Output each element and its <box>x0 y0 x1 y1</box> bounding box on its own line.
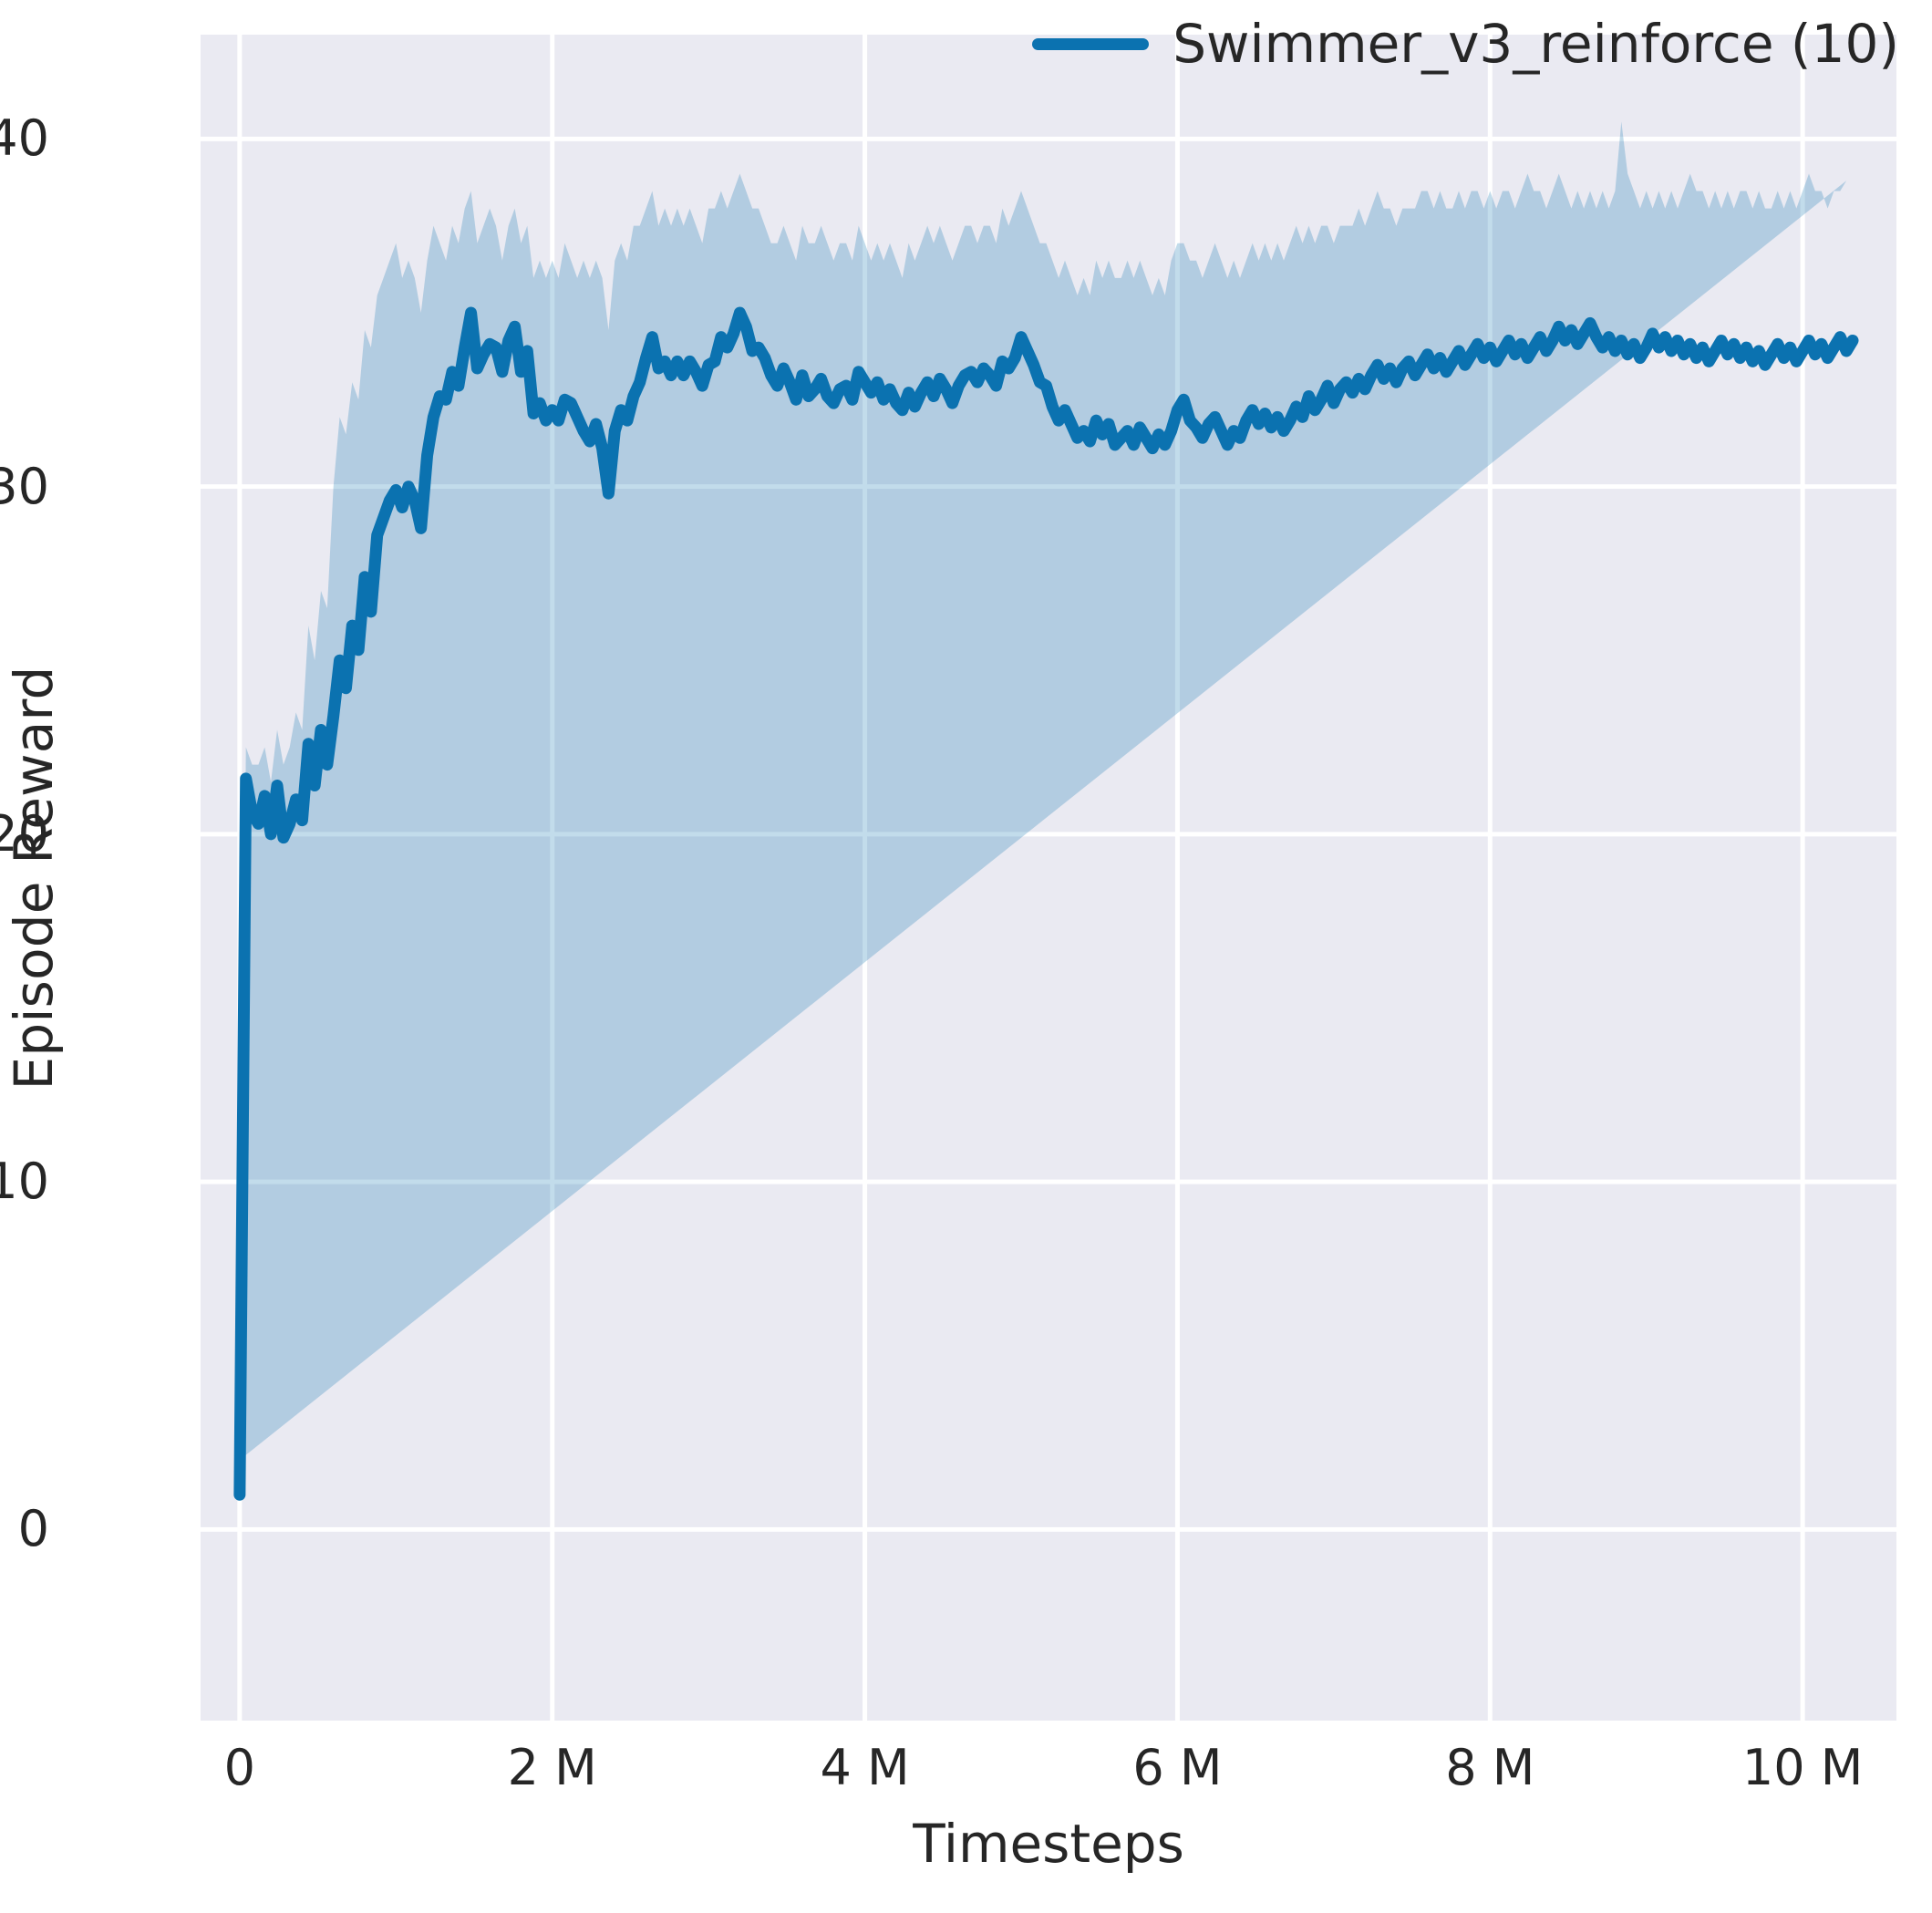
y-axis-title: Episode Reward <box>3 666 65 1091</box>
plot-area <box>201 35 1896 1721</box>
x-tick-label: 2 M <box>507 1739 597 1796</box>
y-tick-label: 0 <box>17 1500 49 1558</box>
x-tick-label: 6 M <box>1132 1739 1223 1796</box>
x-axis-title: Timesteps <box>913 1813 1184 1875</box>
plot-canvas <box>201 35 1896 1721</box>
x-tick-label: 0 <box>223 1739 256 1796</box>
chart-legend[interactable]: Swimmer_v3_reinforce (10) <box>1023 9 1908 78</box>
x-tick-label: 8 M <box>1445 1739 1535 1796</box>
legend-line-swatch <box>1032 37 1150 50</box>
legend-label: Swimmer_v3_reinforce (10) <box>1173 13 1899 75</box>
x-tick-label: 10 M <box>1741 1739 1864 1796</box>
y-tick-label: 30 <box>0 457 49 515</box>
y-tick-label: 40 <box>0 109 49 168</box>
y-tick-label: 20 <box>0 804 49 863</box>
x-tick-label: 4 M <box>820 1739 910 1796</box>
series-line <box>233 306 1859 1501</box>
y-tick-label: 10 <box>0 1153 49 1211</box>
confidence-band <box>239 121 1847 1461</box>
